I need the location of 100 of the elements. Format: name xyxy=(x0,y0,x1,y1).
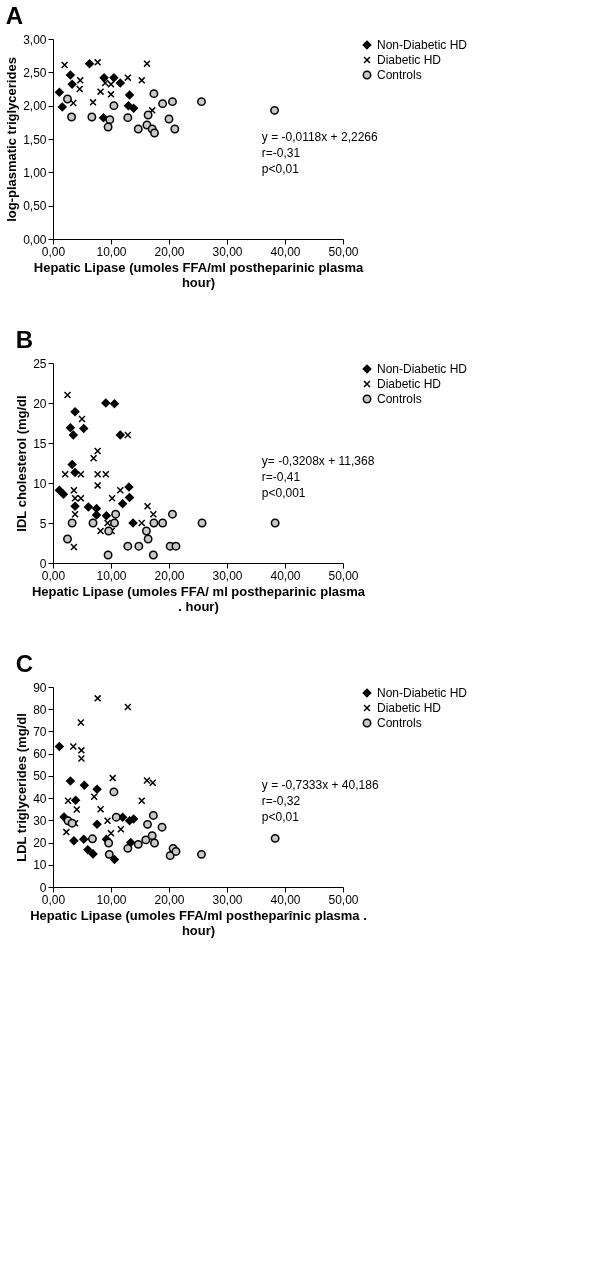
point xyxy=(70,486,78,494)
point xyxy=(92,819,102,829)
point xyxy=(68,430,78,440)
annotation: r=-0,41 xyxy=(261,470,301,484)
y-tick-label: 2,00 xyxy=(23,99,47,114)
point xyxy=(109,787,119,797)
legend-label: Controls xyxy=(377,392,422,406)
point xyxy=(109,73,119,83)
y-tick-label: 20 xyxy=(33,836,47,851)
y-axis-title: IDL cholesterol (mg/dl xyxy=(14,395,30,532)
point xyxy=(54,87,64,97)
point xyxy=(92,510,101,520)
point xyxy=(70,407,80,417)
point xyxy=(134,541,144,551)
x-tick-label: 40,00 xyxy=(270,892,301,907)
point xyxy=(57,102,67,112)
point xyxy=(90,793,98,801)
point xyxy=(104,838,114,848)
annotation: r=-0,32 xyxy=(261,794,301,808)
point xyxy=(87,112,97,122)
point xyxy=(123,101,133,111)
point xyxy=(123,113,133,123)
point xyxy=(77,754,86,763)
point xyxy=(148,550,158,560)
y-tick-label: 0,00 xyxy=(23,232,47,247)
point xyxy=(93,694,102,703)
point xyxy=(158,518,168,528)
y-tick-label: 0,50 xyxy=(23,199,47,214)
x-tick-label: 10,00 xyxy=(96,892,127,907)
legend-label: Non-Diabetic HD xyxy=(377,362,468,376)
point xyxy=(83,502,93,512)
point xyxy=(65,776,75,786)
x-tick-label: 50,00 xyxy=(328,568,359,583)
point xyxy=(143,819,152,829)
y-tick-label: 25 xyxy=(33,356,47,371)
point xyxy=(70,468,80,478)
x-axis-title: Hepatic Lipase (umoles FFA/ml postheparinic plasma hour) xyxy=(33,259,364,290)
legend-label: Controls xyxy=(377,68,422,82)
x-tick-label: 30,00 xyxy=(212,892,243,907)
x-tick-label: 10,00 xyxy=(96,244,127,259)
point xyxy=(110,399,119,409)
point xyxy=(115,430,125,440)
point xyxy=(158,99,168,109)
point xyxy=(150,838,159,848)
point xyxy=(77,470,85,478)
x-tick-label: 20,00 xyxy=(154,892,185,907)
y-tick-label: 5 xyxy=(39,516,47,531)
point xyxy=(148,810,158,820)
point xyxy=(143,110,153,120)
point xyxy=(67,518,77,528)
point xyxy=(138,797,146,805)
point xyxy=(141,835,151,845)
point xyxy=(168,97,177,107)
point xyxy=(164,114,174,124)
point xyxy=(141,526,151,536)
chart-title: B xyxy=(15,326,33,353)
y-tick-label: 30 xyxy=(33,813,47,828)
point xyxy=(65,70,75,80)
y-tick-label: 70 xyxy=(33,724,47,739)
point xyxy=(197,97,206,107)
point xyxy=(70,501,80,511)
y-axis-title: LDL triglycerides (mg/dl xyxy=(14,713,30,862)
point xyxy=(270,833,280,843)
point xyxy=(88,849,98,859)
legend-label: Non-Diabetic HD xyxy=(377,686,468,700)
point xyxy=(128,518,138,528)
point xyxy=(103,550,113,560)
point xyxy=(197,518,207,528)
point xyxy=(168,509,177,519)
x-tick-label: 10,00 xyxy=(96,568,127,583)
x-tick-label: 20,00 xyxy=(154,568,185,583)
point xyxy=(171,541,181,551)
x-tick-label: 50,00 xyxy=(328,892,359,907)
point xyxy=(105,115,115,125)
point xyxy=(104,849,114,859)
x-axis-title: Hepatic Lipase (umoles FFA/ ml postheparinic plasma . hour) xyxy=(31,583,366,614)
legend-label: Diabetic HD xyxy=(377,53,442,67)
y-tick-label: 3,00 xyxy=(23,32,47,47)
point xyxy=(54,742,64,752)
annotation: p<0,01 xyxy=(261,810,300,824)
y-tick-label: 80 xyxy=(33,702,47,717)
point xyxy=(147,831,157,841)
point xyxy=(61,470,69,478)
point xyxy=(124,482,134,492)
y-tick-label: 1,00 xyxy=(23,165,47,180)
point xyxy=(65,423,75,433)
point xyxy=(87,834,97,844)
y-axis-title: log-plasmatic triglycerides xyxy=(4,57,20,222)
x-tick-label: 30,00 xyxy=(212,244,243,259)
point xyxy=(125,90,135,100)
annotation: p<0,001 xyxy=(261,486,306,500)
point xyxy=(85,59,94,69)
point xyxy=(67,460,77,470)
x-tick-label: 40,00 xyxy=(270,244,301,259)
legend-label: Non-Diabetic HD xyxy=(377,38,468,52)
legend-label: Controls xyxy=(377,716,422,730)
point xyxy=(79,780,89,790)
point xyxy=(67,112,77,122)
point xyxy=(143,534,153,544)
point xyxy=(170,124,180,134)
